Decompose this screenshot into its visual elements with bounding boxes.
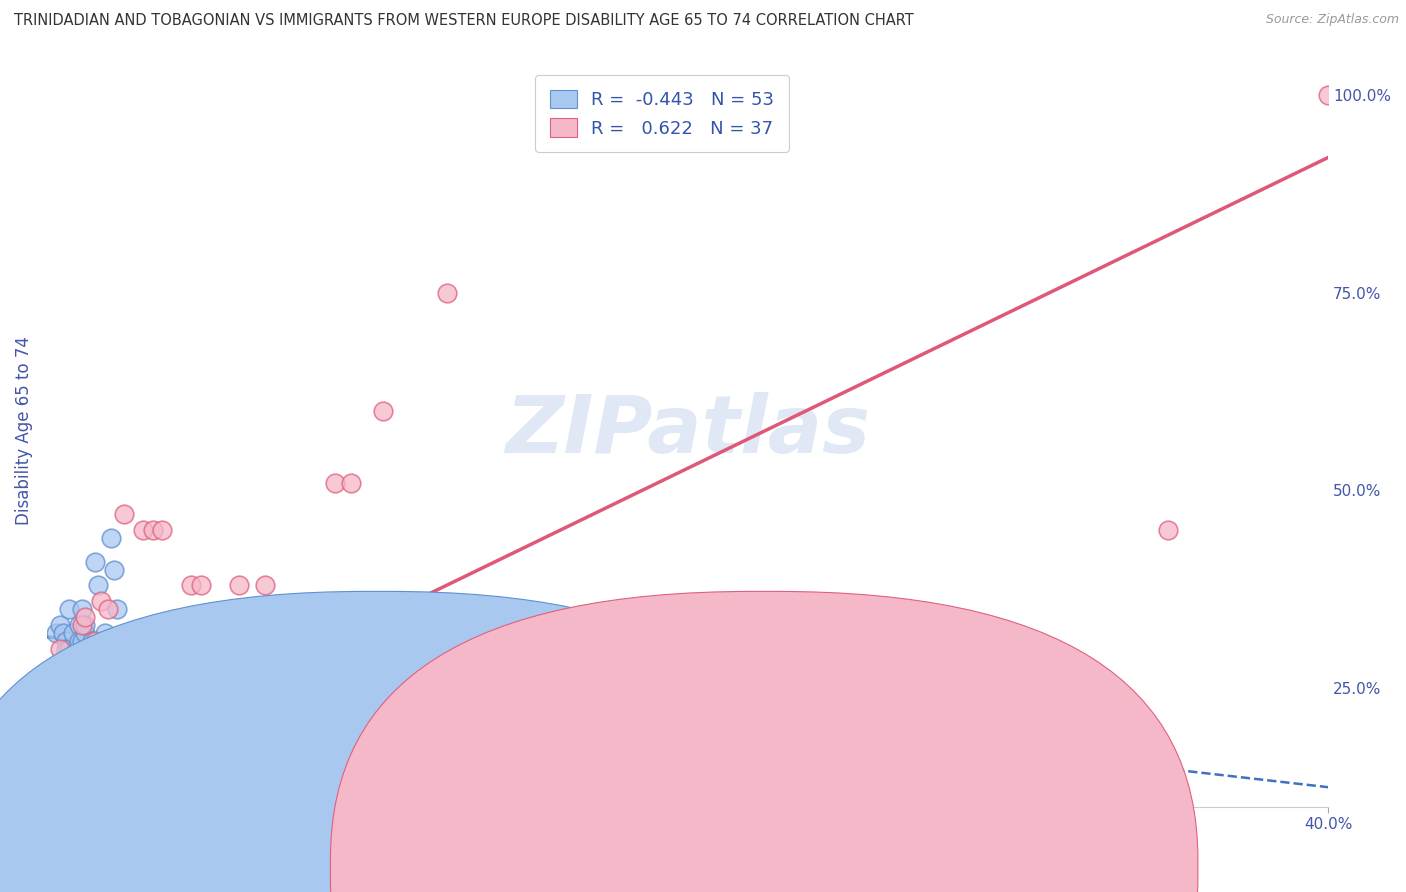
Point: [228, 578, 250, 592]
Point: [323, 721, 346, 735]
Point: [132, 523, 155, 537]
Point: [75, 610, 97, 624]
Point: [212, 689, 235, 703]
Point: [212, 665, 235, 680]
Point: [90, 641, 112, 656]
Point: [62, 649, 84, 664]
Text: TRINIDADIAN AND TOBAGONIAN VS IMMIGRANTS FROM WESTERN EUROPE DISABILITY AGE 65 T: TRINIDADIAN AND TOBAGONIAN VS IMMIGRANTS…: [14, 13, 914, 29]
Point: [292, 752, 315, 766]
Point: [155, 681, 177, 696]
Point: [52, 705, 75, 719]
Point: [318, 673, 340, 688]
Point: [120, 641, 142, 656]
Point: [110, 633, 132, 648]
Point: [70, 618, 93, 632]
Point: [97, 649, 120, 664]
Point: [90, 594, 112, 608]
Point: [436, 285, 458, 300]
Point: [80, 657, 103, 672]
Point: [55, 721, 77, 735]
Point: [67, 618, 90, 632]
Point: [103, 563, 125, 577]
Point: [373, 404, 395, 418]
Point: [70, 633, 93, 648]
Point: [112, 507, 135, 521]
Point: [157, 665, 180, 680]
Point: [163, 665, 186, 680]
Point: [501, 768, 523, 782]
Point: [115, 649, 138, 664]
Point: [93, 625, 115, 640]
Point: [80, 633, 103, 648]
Point: [132, 649, 155, 664]
Point: [75, 618, 97, 632]
Point: [55, 633, 77, 648]
Point: [52, 625, 75, 640]
Point: [253, 578, 276, 592]
Point: [67, 657, 90, 672]
Point: [84, 555, 107, 569]
Point: [150, 523, 173, 537]
Point: [142, 523, 165, 537]
Point: [276, 745, 298, 759]
Point: [195, 681, 218, 696]
Point: [58, 602, 80, 616]
Point: [65, 641, 87, 656]
Legend: R =  -0.443   N = 53, R =   0.622   N = 37: R = -0.443 N = 53, R = 0.622 N = 37: [536, 76, 789, 152]
Point: [190, 578, 212, 592]
Text: Immigrants from Western Europe: Immigrants from Western Europe: [765, 857, 1021, 872]
Point: [55, 641, 77, 656]
Point: [170, 705, 193, 719]
Point: [77, 673, 100, 688]
Point: [900, 745, 922, 759]
Point: [323, 475, 346, 490]
Point: [340, 475, 363, 490]
Point: [145, 673, 167, 688]
Text: Trinidadians and Tobagonians: Trinidadians and Tobagonians: [394, 857, 619, 872]
Point: [87, 578, 110, 592]
Point: [65, 737, 87, 751]
Point: [48, 618, 70, 632]
Point: [75, 625, 97, 640]
Point: [77, 649, 100, 664]
Text: ZIPatlas: ZIPatlas: [505, 392, 870, 470]
Text: Source: ZipAtlas.com: Source: ZipAtlas.com: [1265, 13, 1399, 27]
Point: [125, 721, 148, 735]
Point: [180, 673, 202, 688]
Point: [148, 657, 170, 672]
Point: [260, 713, 283, 727]
Point: [70, 602, 93, 616]
Point: [97, 602, 120, 616]
Point: [120, 657, 142, 672]
Point: [1317, 87, 1340, 102]
Point: [122, 705, 145, 719]
Point: [1157, 523, 1180, 537]
Point: [100, 531, 122, 545]
Y-axis label: Disability Age 65 to 74: Disability Age 65 to 74: [15, 336, 32, 525]
Point: [48, 641, 70, 656]
Point: [67, 633, 90, 648]
Point: [292, 705, 315, 719]
Point: [58, 729, 80, 743]
Point: [142, 665, 165, 680]
Point: [58, 641, 80, 656]
Point: [180, 578, 202, 592]
Point: [228, 705, 250, 719]
Point: [84, 633, 107, 648]
Point: [65, 657, 87, 672]
Point: [105, 641, 128, 656]
Point: [676, 737, 699, 751]
Point: [105, 602, 128, 616]
Point: [125, 729, 148, 743]
Point: [62, 625, 84, 640]
Point: [388, 705, 411, 719]
Point: [138, 673, 160, 688]
Point: [62, 665, 84, 680]
Point: [516, 729, 538, 743]
Point: [45, 625, 67, 640]
Point: [67, 641, 90, 656]
Point: [70, 657, 93, 672]
